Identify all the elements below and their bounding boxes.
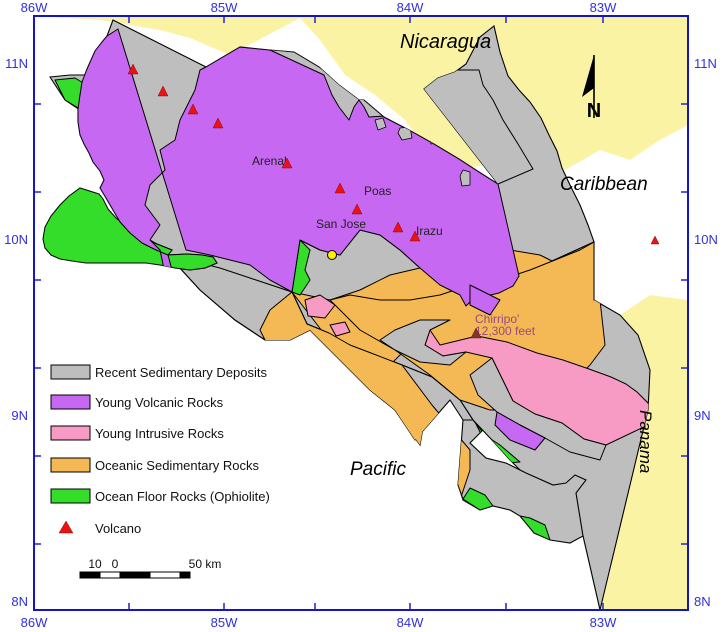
svg-text:11N: 11N [5, 56, 28, 71]
svg-text:9N: 9N [11, 408, 28, 423]
svg-text:10N: 10N [694, 232, 718, 247]
svg-text:Volcano: Volcano [95, 521, 141, 536]
svg-text:83W: 83W [590, 615, 617, 630]
svg-text:8N: 8N [11, 594, 28, 609]
svg-text:Oceanic Sedimentary Rocks: Oceanic Sedimentary Rocks [95, 458, 260, 473]
svg-text:Recent Sedimentary Deposits: Recent Sedimentary Deposits [95, 365, 267, 380]
svg-text:Nicaragua: Nicaragua [400, 31, 491, 53]
svg-text:84W: 84W [397, 615, 424, 630]
svg-text:Young Volcanic Rocks: Young Volcanic Rocks [95, 395, 224, 410]
svg-text:86W: 86W [21, 0, 48, 15]
svg-text:10: 10 [88, 557, 102, 571]
svg-text:84W: 84W [397, 0, 424, 15]
svg-text:8N: 8N [694, 594, 711, 609]
svg-text:12,300 feet: 12,300 feet [475, 324, 536, 338]
svg-text:Ocean Floor Rocks (Ophiolite): Ocean Floor Rocks (Ophiolite) [95, 489, 270, 504]
svg-text:Poas: Poas [364, 184, 391, 198]
svg-text:Arenal: Arenal [252, 154, 287, 168]
svg-text:Young Intrusive Rocks: Young Intrusive Rocks [95, 426, 224, 441]
svg-text:N: N [587, 100, 601, 122]
svg-text:0: 0 [112, 557, 119, 571]
svg-text:San Jose: San Jose [316, 217, 366, 231]
svg-text:Pacific: Pacific [350, 459, 406, 480]
svg-text:10N: 10N [4, 232, 28, 247]
svg-text:50 km: 50 km [189, 557, 222, 571]
svg-text:Caribbean: Caribbean [560, 174, 648, 195]
svg-text:Irazu: Irazu [416, 224, 443, 238]
svg-text:83W: 83W [590, 0, 617, 15]
svg-text:9N: 9N [694, 408, 711, 423]
svg-text:Panama: Panama [636, 410, 655, 473]
svg-text:86W: 86W [21, 615, 48, 630]
svg-text:11N: 11N [694, 56, 717, 71]
svg-text:85W: 85W [211, 615, 238, 630]
svg-text:85W: 85W [211, 0, 238, 15]
